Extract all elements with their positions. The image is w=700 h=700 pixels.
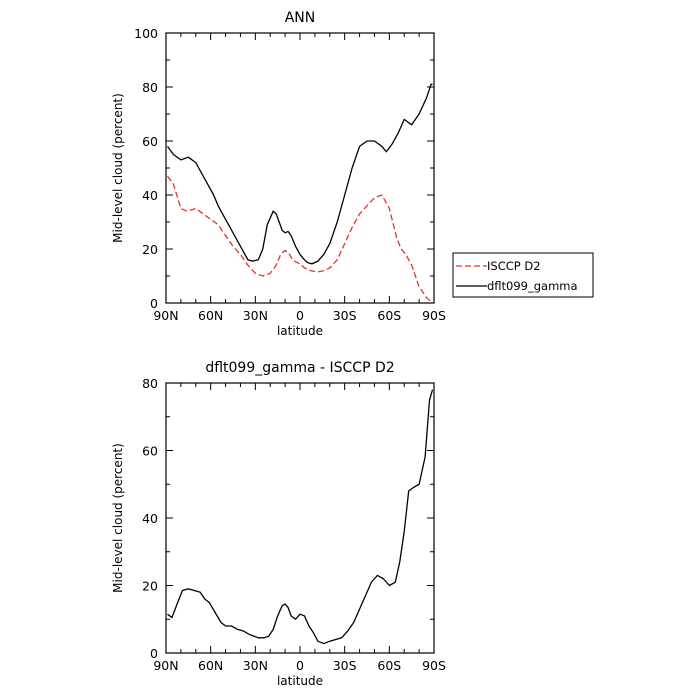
x-tick-label: 90S	[422, 308, 446, 323]
x-tick-label: 0	[296, 658, 304, 673]
x-tick-label: 30S	[333, 308, 357, 323]
x-tick-label: 90N	[153, 658, 178, 673]
y-axis-label: Mid-level cloud (percent)	[111, 443, 125, 593]
y-tick-label: 80	[142, 376, 158, 391]
y-tick-label: 40	[142, 188, 158, 203]
series-line-dflt099-gamma	[166, 83, 433, 265]
x-tick-label: 60S	[377, 658, 401, 673]
x-axis-label: latitude	[277, 324, 323, 338]
legend-box	[452, 252, 594, 298]
y-tick-label: 0	[150, 296, 158, 311]
y-axis-label: Mid-level cloud (percent)	[111, 93, 125, 243]
legend-label: dflt099_gamma	[487, 279, 578, 293]
y-tick-label: 20	[142, 242, 158, 257]
series-line-difference	[167, 389, 434, 645]
legend-label: ISCCP D2	[487, 259, 541, 273]
y-tick-label: 60	[142, 444, 158, 459]
x-tick-label: 30N	[243, 658, 268, 673]
x-tick-label: 90N	[153, 308, 178, 323]
chart-title: dflt099_gamma - ISCCP D2	[205, 360, 394, 376]
plot-frame	[165, 32, 435, 304]
x-axis-label: latitude	[277, 674, 323, 688]
series-line-isccp-d2	[166, 175, 433, 301]
x-tick-label: 60N	[198, 308, 223, 323]
chart-title: ANN	[285, 10, 316, 26]
y-tick-label: 60	[142, 134, 158, 149]
y-tick-label: 40	[142, 511, 158, 526]
x-tick-label: 0	[296, 308, 304, 323]
x-tick-label: 60N	[198, 658, 223, 673]
x-tick-label: 30S	[333, 658, 357, 673]
plot-frame	[165, 382, 435, 654]
y-tick-label: 0	[150, 646, 158, 661]
y-tick-label: 20	[142, 579, 158, 594]
x-tick-label: 30N	[243, 308, 268, 323]
x-tick-label: 60S	[377, 308, 401, 323]
x-tick-label: 90S	[422, 658, 446, 673]
y-tick-label: 80	[142, 80, 158, 95]
y-tick-label: 100	[134, 26, 158, 41]
